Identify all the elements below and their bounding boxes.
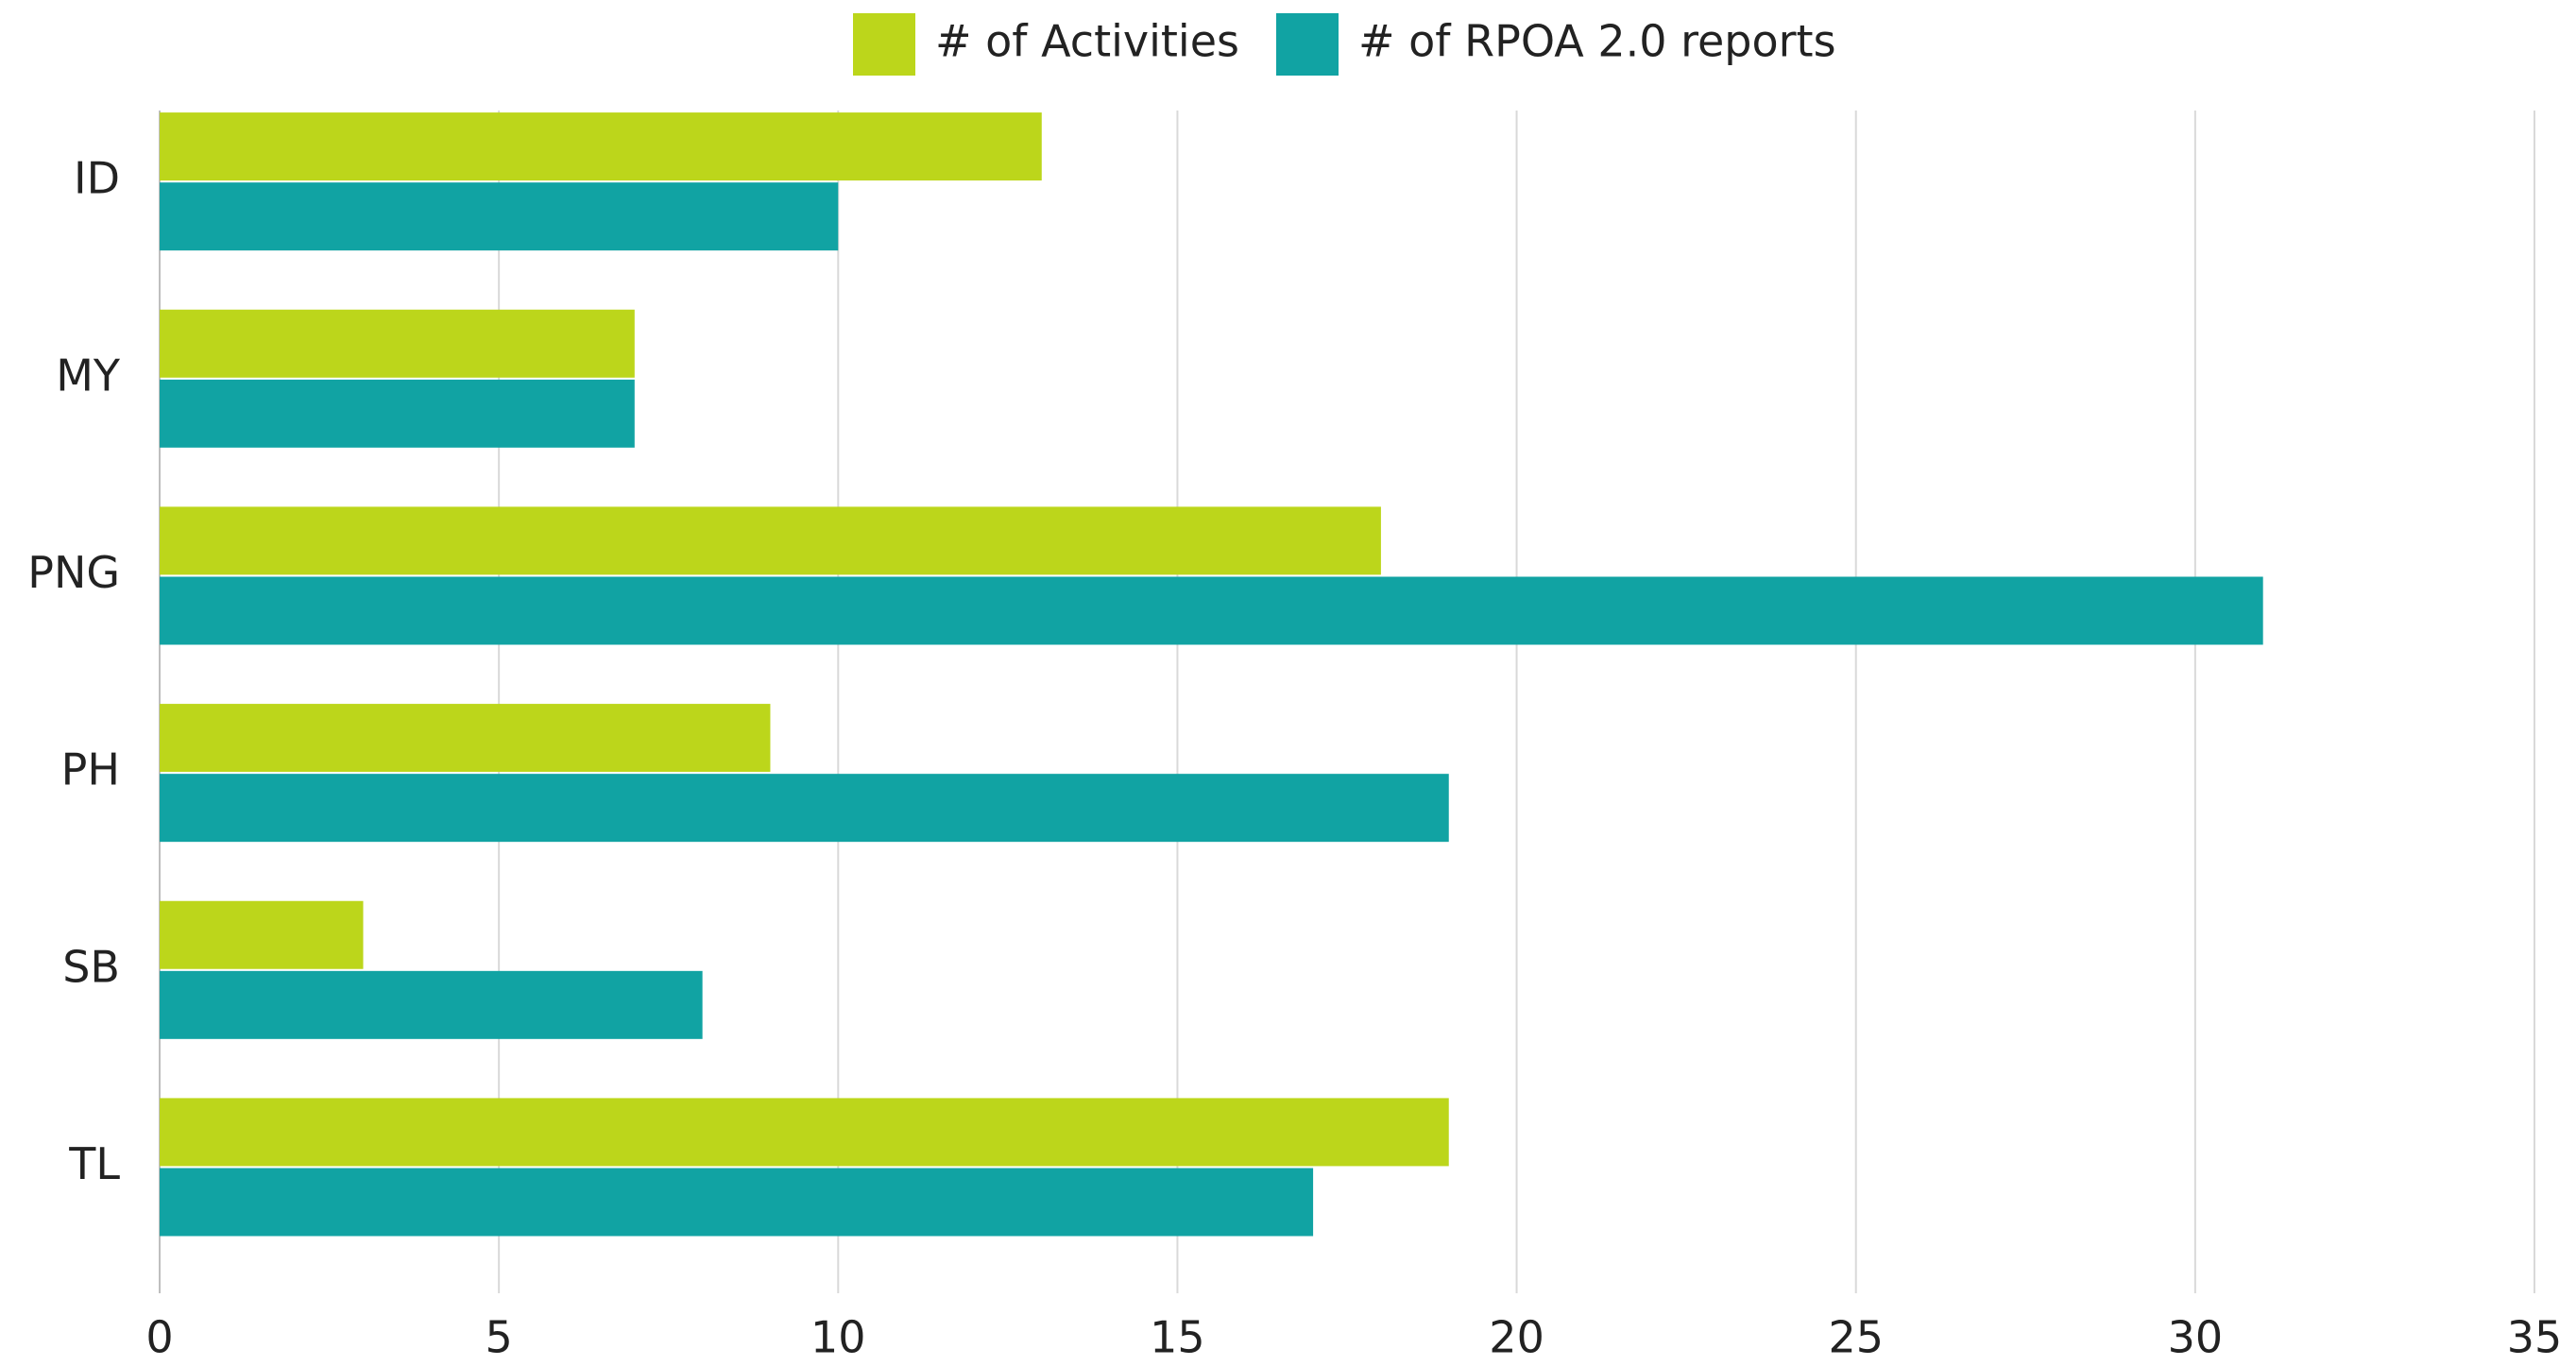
x-tick-label: 10 <box>810 1312 866 1363</box>
y-tick-label: MY <box>56 350 121 401</box>
legend-label: # of RPOA 2.0 reports <box>1358 16 1836 67</box>
x-tick-label: 25 <box>1828 1312 1884 1363</box>
x-tick-label: 15 <box>1150 1312 1205 1363</box>
bar <box>160 576 2263 645</box>
legend-label: # of Activities <box>935 16 1239 67</box>
bar <box>160 774 1449 843</box>
y-tick-label: SB <box>62 941 120 992</box>
y-tick-label: PH <box>61 744 120 795</box>
bar <box>160 1168 1314 1237</box>
bar <box>160 182 839 251</box>
x-tick-label: 30 <box>2168 1312 2224 1363</box>
y-tick-label: PNG <box>27 547 120 598</box>
x-tick-label: 35 <box>2507 1312 2563 1363</box>
bar <box>160 970 703 1039</box>
bar <box>160 379 635 448</box>
x-tick-label: 5 <box>486 1312 513 1363</box>
bar <box>160 506 1381 575</box>
bar <box>160 309 635 378</box>
bar <box>160 704 771 773</box>
x-tick-label: 20 <box>1489 1312 1544 1363</box>
bar <box>160 1098 1449 1167</box>
bar <box>160 112 1042 181</box>
bar <box>160 900 364 969</box>
legend-swatch <box>1276 13 1339 76</box>
legend-swatch <box>853 13 915 76</box>
x-tick-label: 0 <box>145 1312 173 1363</box>
y-tick-label: TL <box>68 1138 120 1189</box>
y-tick-label: ID <box>74 153 120 204</box>
